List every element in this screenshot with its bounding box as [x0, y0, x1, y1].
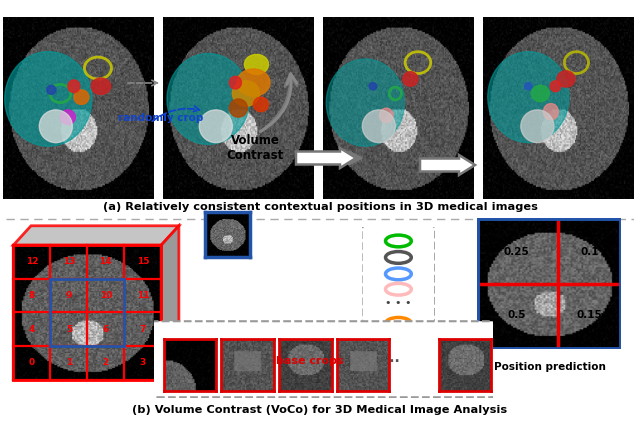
Ellipse shape	[229, 76, 241, 89]
Text: 0.1: 0.1	[580, 247, 599, 257]
Text: 9: 9	[66, 291, 72, 300]
Ellipse shape	[380, 108, 393, 123]
Text: 0: 0	[29, 359, 35, 368]
Ellipse shape	[199, 110, 232, 143]
Text: 14: 14	[100, 257, 112, 266]
Ellipse shape	[488, 52, 569, 143]
Ellipse shape	[229, 99, 248, 117]
Text: 8: 8	[29, 291, 35, 300]
Ellipse shape	[521, 110, 554, 143]
FancyArrow shape	[296, 148, 356, 168]
Text: 15: 15	[136, 257, 149, 266]
Ellipse shape	[237, 69, 270, 96]
Text: 0.25: 0.25	[504, 247, 529, 257]
Ellipse shape	[531, 85, 549, 102]
Ellipse shape	[403, 72, 418, 86]
Polygon shape	[13, 226, 179, 245]
Ellipse shape	[550, 81, 561, 92]
Ellipse shape	[525, 83, 532, 90]
Text: 13: 13	[63, 257, 75, 266]
Text: Position prediction: Position prediction	[493, 362, 605, 372]
FancyBboxPatch shape	[150, 321, 496, 397]
Ellipse shape	[4, 52, 92, 146]
Text: • • •: • • •	[385, 298, 412, 308]
Text: 0.5: 0.5	[507, 310, 525, 320]
FancyArrowPatch shape	[260, 74, 297, 132]
Text: 6: 6	[102, 325, 109, 334]
Text: 7: 7	[140, 325, 146, 334]
Text: 5: 5	[66, 325, 72, 334]
Polygon shape	[161, 226, 179, 380]
Text: (b) Volume Contrast (VoCo) for 3D Medical Image Analysis: (b) Volume Contrast (VoCo) for 3D Medica…	[132, 404, 508, 415]
Text: 2: 2	[102, 359, 109, 368]
Text: Volume
Contrast: Volume Contrast	[227, 134, 284, 162]
Ellipse shape	[326, 59, 404, 146]
Text: 12: 12	[26, 257, 38, 266]
Bar	[13, 245, 161, 380]
Text: 3: 3	[140, 359, 146, 368]
Text: randomly crop: randomly crop	[118, 113, 204, 123]
Text: 4: 4	[29, 325, 35, 334]
Text: 0.15: 0.15	[577, 310, 603, 320]
Ellipse shape	[244, 54, 269, 74]
Ellipse shape	[60, 110, 76, 125]
Ellipse shape	[74, 90, 89, 104]
Ellipse shape	[47, 85, 56, 95]
Ellipse shape	[369, 83, 376, 90]
Ellipse shape	[543, 104, 558, 120]
Ellipse shape	[557, 71, 575, 87]
Ellipse shape	[253, 97, 269, 112]
Text: ...: ...	[385, 351, 401, 366]
Text: 1: 1	[66, 359, 72, 368]
Ellipse shape	[362, 110, 396, 143]
Bar	[51, 279, 124, 346]
Ellipse shape	[91, 78, 111, 95]
FancyArrow shape	[420, 155, 475, 175]
Text: 10: 10	[100, 291, 112, 300]
Text: (a) Relatively consistent contextual positions in 3D medical images: (a) Relatively consistent contextual pos…	[102, 202, 538, 211]
Text: Similarity logits: Similarity logits	[355, 352, 442, 362]
FancyBboxPatch shape	[362, 226, 435, 347]
Ellipse shape	[232, 81, 259, 106]
Ellipse shape	[68, 80, 80, 92]
Ellipse shape	[167, 54, 250, 145]
Text: 11: 11	[136, 291, 149, 300]
Ellipse shape	[39, 110, 72, 143]
Text: base crops: base crops	[276, 356, 344, 366]
